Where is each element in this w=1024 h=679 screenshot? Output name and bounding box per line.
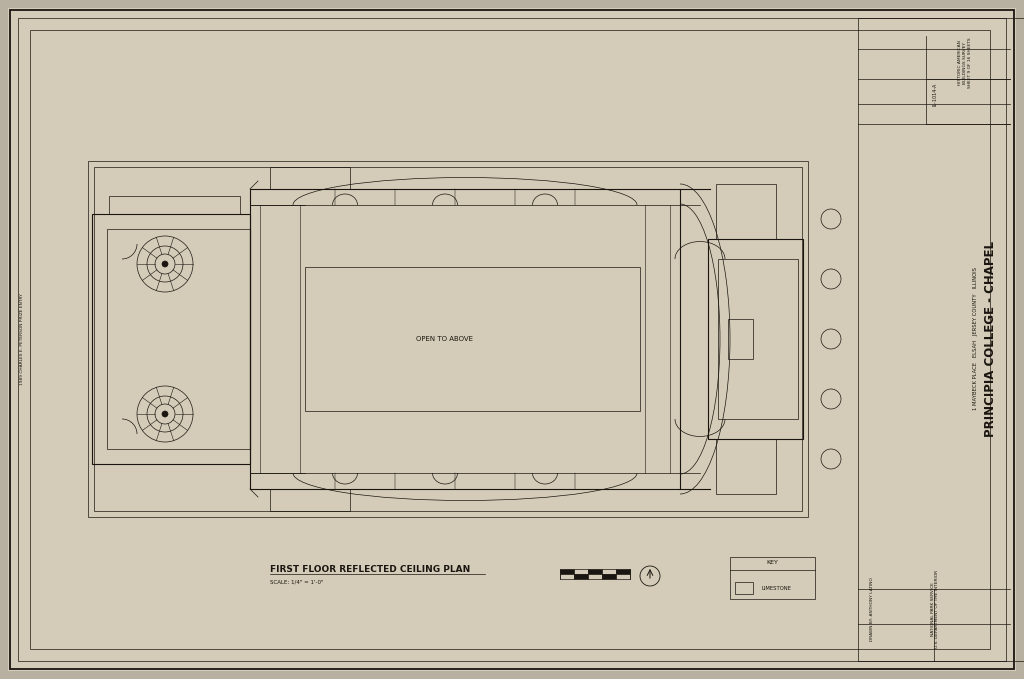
Text: 1 MAYBECK PLACE   ELSAH   JERSEY COUNTY   ILLINOIS: 1 MAYBECK PLACE ELSAH JERSEY COUNTY ILLI… bbox=[973, 268, 978, 411]
Circle shape bbox=[162, 261, 168, 267]
Text: FIRST FLOOR REFLECTED CEILING PLAN: FIRST FLOOR REFLECTED CEILING PLAN bbox=[270, 565, 470, 574]
Bar bbox=[708, 239, 803, 439]
Bar bbox=[560, 569, 574, 574]
Bar bbox=[94, 167, 802, 511]
Bar bbox=[728, 319, 753, 359]
Bar bbox=[735, 582, 753, 594]
Text: DRAWN BY: ANTHONY LATINO: DRAWN BY: ANTHONY LATINO bbox=[870, 577, 874, 641]
Bar bbox=[730, 557, 815, 599]
Text: LIMESTONE: LIMESTONE bbox=[762, 585, 792, 591]
Bar bbox=[616, 574, 630, 579]
Bar bbox=[560, 574, 574, 579]
Bar bbox=[574, 574, 588, 579]
Bar bbox=[106, 229, 250, 449]
Circle shape bbox=[162, 411, 168, 417]
Text: 1989 CHARLES E. PETERSON PRIZE ENTRY: 1989 CHARLES E. PETERSON PRIZE ENTRY bbox=[20, 293, 24, 385]
Bar bbox=[250, 189, 680, 489]
Bar bbox=[716, 439, 776, 494]
Bar bbox=[602, 574, 616, 579]
Text: SCALE: 1/4" = 1'-0": SCALE: 1/4" = 1'-0" bbox=[270, 579, 324, 584]
Bar bbox=[602, 569, 616, 574]
Bar bbox=[109, 196, 240, 214]
Bar bbox=[588, 569, 602, 574]
Bar bbox=[858, 18, 1024, 661]
Text: PRINCIPIA COLLEGE - CHAPEL: PRINCIPIA COLLEGE - CHAPEL bbox=[983, 241, 996, 437]
Bar bbox=[574, 569, 588, 574]
Text: IL-1014-A: IL-1014-A bbox=[933, 82, 938, 106]
Bar bbox=[716, 184, 776, 239]
Text: OPEN TO ABOVE: OPEN TO ABOVE bbox=[417, 336, 473, 342]
Bar bbox=[270, 167, 350, 189]
Text: KEY: KEY bbox=[767, 560, 778, 566]
Bar bbox=[718, 259, 798, 419]
Bar bbox=[305, 267, 640, 411]
Bar bbox=[88, 161, 808, 517]
Bar bbox=[616, 569, 630, 574]
Bar bbox=[588, 574, 602, 579]
Text: NATIONAL PARK SERVICE
U.S. DEPARTMENT OF THE INTERIOR: NATIONAL PARK SERVICE U.S. DEPARTMENT OF… bbox=[931, 570, 939, 648]
Bar bbox=[270, 489, 350, 511]
Text: HISTORIC AMERICAN
BUILDINGS SURVEY
SHEET 9 OF 16 SHEETS: HISTORIC AMERICAN BUILDINGS SURVEY SHEET… bbox=[958, 38, 972, 88]
Bar bbox=[92, 214, 250, 464]
